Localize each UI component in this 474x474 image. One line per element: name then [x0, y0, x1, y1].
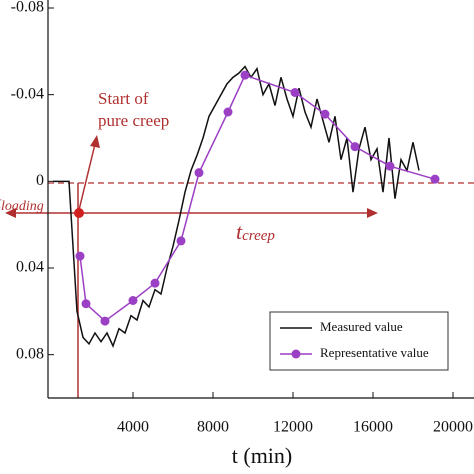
legend-label: Representative value — [320, 345, 429, 360]
point — [320, 109, 330, 119]
point — [223, 107, 233, 117]
start-label: Start of — [98, 89, 149, 108]
x-tick-label: 4000 — [117, 419, 149, 436]
x-tick-label: 16000 — [353, 419, 393, 436]
series-line — [79, 74, 436, 323]
point — [128, 296, 138, 305]
point — [75, 251, 85, 261]
start-arrowhead — [90, 135, 100, 148]
point — [385, 161, 395, 171]
point — [240, 70, 250, 80]
y-tick-label: 0.04 — [16, 259, 44, 276]
y-tick-label: -0.08 — [11, 0, 44, 16]
loading-point — [74, 208, 84, 218]
point — [430, 174, 440, 184]
point — [350, 142, 360, 152]
y-tick-label: 0.08 — [16, 345, 44, 362]
x-tick-label: 12000 — [273, 419, 313, 436]
t-loading-label: tloading — [0, 192, 44, 214]
point — [81, 299, 91, 309]
t-creep-label: tcreep — [236, 219, 275, 244]
creep-arrowtail — [5, 208, 16, 218]
legend — [269, 311, 449, 371]
point — [150, 278, 160, 288]
legend-marker — [291, 349, 301, 359]
start-arrow — [78, 139, 97, 211]
point — [290, 88, 300, 97]
x-axis-label: t (min) — [232, 443, 293, 468]
point — [100, 316, 110, 326]
y-tick-label: 0 — [36, 172, 44, 189]
x-tick-label: 20000 — [433, 419, 473, 436]
point — [194, 168, 204, 178]
legend-label: Measured value — [320, 319, 403, 334]
x-tick-label: 8000 — [197, 419, 229, 436]
creep-arrowhead — [367, 208, 378, 218]
start-label: pure creep — [98, 111, 169, 130]
y-tick-label: -0.04 — [11, 85, 44, 102]
series-line — [53, 65, 420, 349]
point — [176, 236, 186, 246]
